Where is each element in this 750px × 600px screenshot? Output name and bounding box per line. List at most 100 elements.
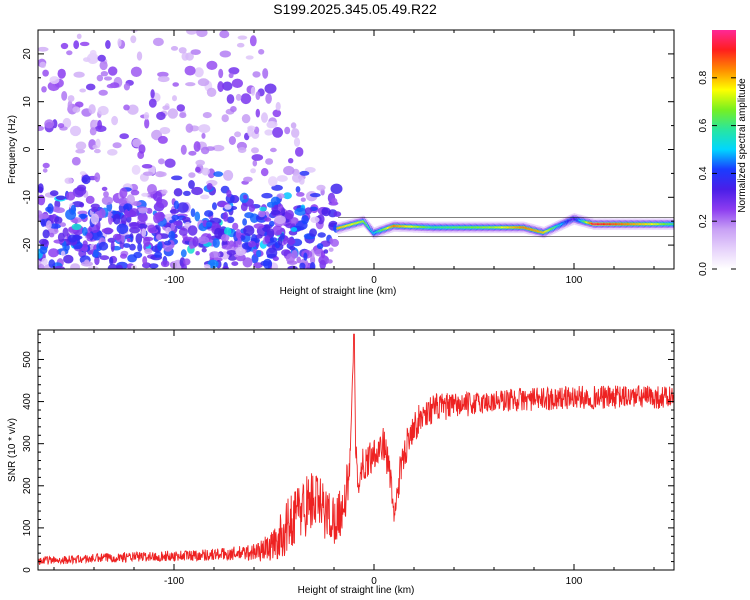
heatmap-cell: [177, 202, 189, 213]
heatmap-cell: [100, 71, 109, 77]
heatmap-cell: [290, 227, 298, 232]
heatmap-cell: [111, 115, 118, 126]
colorbar-tick-label: 0.8: [698, 70, 709, 84]
heatmap-cell: [82, 240, 88, 248]
heatmap-cell: [188, 172, 196, 178]
heatmap-cell: [292, 218, 297, 224]
heatmap-cell: [185, 52, 194, 61]
heatmap-cell: [49, 76, 60, 85]
heatmap-cell: [141, 228, 147, 237]
heatmap-cell: [158, 171, 167, 177]
heatmap-cell: [143, 236, 154, 242]
heatmap-cell: [191, 186, 204, 196]
heatmap-cell: [129, 222, 141, 229]
heatmap-cell: [255, 91, 261, 100]
heatmap-cell: [237, 237, 242, 245]
heatmap-cell: [176, 104, 185, 112]
heatmap-cell: [101, 227, 114, 234]
heatmap-cell: [206, 87, 217, 98]
heatmap-cell: [97, 105, 109, 116]
heatmap-cell: [212, 202, 217, 211]
heatmap-cell: [120, 253, 128, 259]
heatmap-cell: [304, 167, 316, 173]
heatmap-cell: [264, 83, 277, 94]
heatmap-cell: [144, 248, 153, 255]
heatmap-cell: [223, 170, 234, 181]
heatmap-cell: [231, 78, 243, 89]
heatmap-cell: [101, 196, 113, 206]
heatmap-cell: [197, 236, 210, 245]
heatmap-cell: [296, 192, 305, 197]
heatmap-cell: [87, 265, 99, 269]
heatmap-cell: [119, 187, 128, 199]
heatmap-cell: [126, 238, 131, 243]
heatmap-cell: [147, 184, 157, 195]
heatmap-cell: [228, 293, 239, 300]
heatmap-cell: [170, 222, 176, 231]
heatmap-cell: [88, 224, 100, 233]
heatmap-cell: [71, 218, 79, 224]
heatmap-cell: [48, 248, 59, 258]
heatmap-cell: [101, 186, 108, 191]
heatmap-cell: [228, 136, 236, 145]
heatmap-cell: [272, 126, 283, 138]
heatmap-cell: [327, 259, 333, 264]
heatmap-cell: [107, 149, 118, 156]
heatmap-cell: [190, 208, 196, 218]
colorbar-tick-label: 0.6: [698, 118, 709, 132]
y-tick-label: 500: [22, 351, 33, 368]
spectrogram-ylabel: Frequency (Hz): [7, 115, 18, 184]
heatmap-cell: [85, 83, 96, 91]
heatmap-cell: [301, 215, 309, 225]
heatmap-cell: [152, 191, 163, 202]
heatmap-cell: [188, 180, 195, 189]
heatmap-cell: [105, 40, 111, 49]
heatmap-cell: [89, 127, 97, 136]
heatmap-cell: [304, 207, 312, 215]
heatmap-cell: [251, 154, 264, 161]
heatmap-cell: [42, 168, 48, 173]
heatmap-cell: [147, 224, 157, 234]
heatmap-cell: [124, 209, 129, 219]
heatmap-cell: [325, 275, 332, 282]
y-tick-label: -10: [22, 190, 33, 205]
heatmap-cell: [284, 209, 294, 220]
heatmap-cell: [309, 262, 316, 269]
heatmap-cell: [235, 228, 241, 239]
heatmap-cell: [309, 193, 321, 198]
colorbar-tick-label: 0.2: [698, 214, 709, 228]
heatmap-cell: [112, 142, 122, 149]
snr-series-line: [38, 333, 674, 566]
spectrogram-xlabel: Height of straight line (km): [280, 286, 397, 297]
heatmap-cell: [152, 37, 164, 47]
heatmap-cell: [242, 257, 253, 268]
heatmap-cell: [53, 265, 66, 269]
heatmap-cell: [200, 194, 210, 200]
x-tick-label: 100: [566, 576, 583, 587]
heatmap-cell: [249, 35, 257, 47]
heatmap-cell: [292, 173, 302, 183]
heatmap-cell: [296, 256, 302, 264]
heatmap-cell: [65, 209, 77, 220]
heatmap-cell: [242, 218, 248, 226]
heatmap-cell: [63, 254, 74, 264]
spectrogram-heatmap: [38, 30, 674, 300]
heatmap-cell: [198, 124, 211, 134]
heatmap-cell: [183, 190, 191, 196]
heatmap-cell: [79, 41, 90, 47]
heatmap-cell: [185, 269, 196, 277]
snr-panel: -100 0 100 0 100 200 300 400 500 Height of strai…: [7, 329, 675, 596]
heatmap-cell: [94, 148, 101, 154]
heatmap-cell: [192, 236, 199, 247]
heatmap-cell: [150, 89, 155, 99]
heatmap-cell: [94, 256, 100, 266]
heatmap-cell: [66, 50, 73, 56]
heatmap-cell: [182, 216, 191, 223]
heatmap-cell: [183, 258, 191, 266]
heatmap-cell: [222, 81, 233, 91]
heatmap-cell: [252, 159, 258, 167]
heatmap-cell: [276, 193, 285, 199]
heatmap-cell: [291, 128, 300, 138]
heatmap-cell: [287, 237, 295, 246]
heatmap-cell: [91, 206, 98, 213]
